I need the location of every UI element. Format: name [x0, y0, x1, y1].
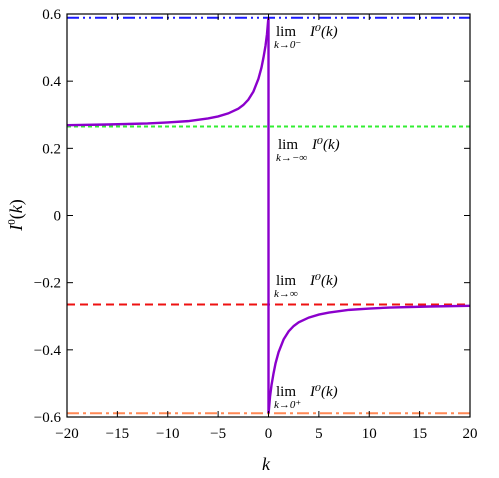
x-tick-label: −10	[156, 426, 179, 442]
axis-ticks: −20 −15 −10 −5 0 5 10 15 20 0.6 0.4 0.2 0 −0.2 −0.4 −0.…	[34, 7, 478, 442]
x-tick-label: 0	[265, 426, 273, 442]
x-tick-label: −5	[210, 426, 226, 442]
y-tick-label: 0	[54, 209, 62, 225]
annot-sub: k→∞	[274, 288, 298, 300]
y-axis-label: I0(k)	[6, 199, 27, 232]
annot-lim: lim	[276, 273, 296, 289]
x-tick-label: 15	[412, 426, 427, 442]
annot-sub: k→0⁻	[274, 39, 301, 51]
series-line-1	[66, 17, 270, 127]
series-line-2	[267, 304, 471, 414]
annot-lim: lim	[276, 384, 296, 400]
x-tick-label: −15	[106, 426, 129, 442]
y-tick-label: 0.4	[42, 74, 61, 90]
x-axis-label: k	[262, 454, 271, 474]
annot-fn: I⁰(k)	[309, 273, 338, 289]
x-tick-label: 20	[463, 426, 478, 442]
x-tick-label: −20	[55, 426, 78, 442]
y-tick-label: 0.6	[42, 7, 61, 23]
annot-lim: lim	[276, 24, 296, 40]
annot-lim: lim	[278, 137, 298, 153]
annot-fn: I⁰(k)	[311, 137, 340, 153]
y-tick-label: −0.4	[34, 343, 62, 359]
annot-sub: k→−∞	[276, 152, 307, 164]
data-series	[66, 17, 471, 414]
y-tick-label: −0.2	[34, 276, 61, 292]
annot-fn: I⁰(k)	[309, 384, 338, 400]
annotations: limk→0⁻I⁰(k)limk→−∞I⁰(k)limk→∞I⁰(k)limk→…	[274, 24, 340, 411]
y-tick-label: 0.2	[42, 141, 61, 157]
x-tick-label: 10	[362, 426, 377, 442]
annot-fn: I⁰(k)	[309, 24, 338, 40]
annot-sub: k→0⁺	[274, 399, 301, 411]
y-tick-label: −0.6	[34, 410, 62, 426]
x-tick-label: 5	[315, 426, 323, 442]
